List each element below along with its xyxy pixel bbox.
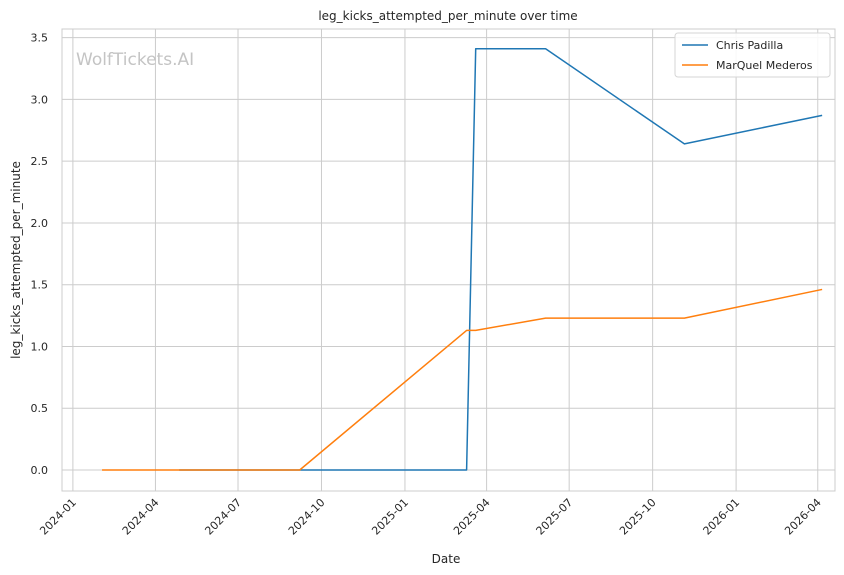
series-line-marquel-mederos [102,288,823,471]
y-tick-label: 0.5 [31,402,49,415]
y-tick-label: 2.0 [31,217,49,230]
legend: Chris Padilla MarQuel Mederos [674,32,831,78]
legend-box [674,32,831,78]
plot-frame [61,28,836,492]
x-tick-label: 2025-10 [617,496,659,538]
legend-label-marquel-mederos: MarQuel Mederos [716,59,813,72]
chart-title: leg_kicks_attempted_per_minute over time [318,9,577,23]
y-tick-label: 1.5 [31,279,49,292]
x-tick-labels: 2024-01 2024-04 2024-07 2024-10 2025-01 2025-… [37,496,824,538]
x-tick-label: 2026-04 [782,496,824,538]
series-line-chris-padilla [179,48,823,471]
x-tick-label: 2025-04 [451,496,493,538]
legend-label-chris-padilla: Chris Padilla [716,39,783,52]
x-tick-label: 2024-07 [202,496,244,538]
series-lines [102,48,823,471]
watermark: WolfTickets.AI [76,50,194,70]
x-tick-label: 2024-04 [120,496,162,538]
x-tick-label: 2026-01 [701,496,743,538]
x-tick-label: 2025-07 [534,496,576,538]
x-tick-label: 2024-10 [286,496,328,538]
y-tick-label: 0.0 [31,464,49,477]
y-tick-labels: 0.0 0.5 1.0 1.5 2.0 2.5 3.0 3.5 [31,32,49,477]
x-tick-label: 2025-01 [369,496,411,538]
y-tick-label: 3.5 [31,32,49,45]
y-axis-label: leg_kicks_attempted_per_minute [9,161,23,359]
plot-background [62,29,835,491]
y-tick-label: 3.0 [31,93,49,106]
grid-lines [62,29,835,491]
y-tick-label: 1.0 [31,340,49,353]
x-axis-label: Date [432,552,461,566]
x-tick-label: 2024-01 [37,496,79,538]
y-tick-label: 2.5 [31,155,49,168]
